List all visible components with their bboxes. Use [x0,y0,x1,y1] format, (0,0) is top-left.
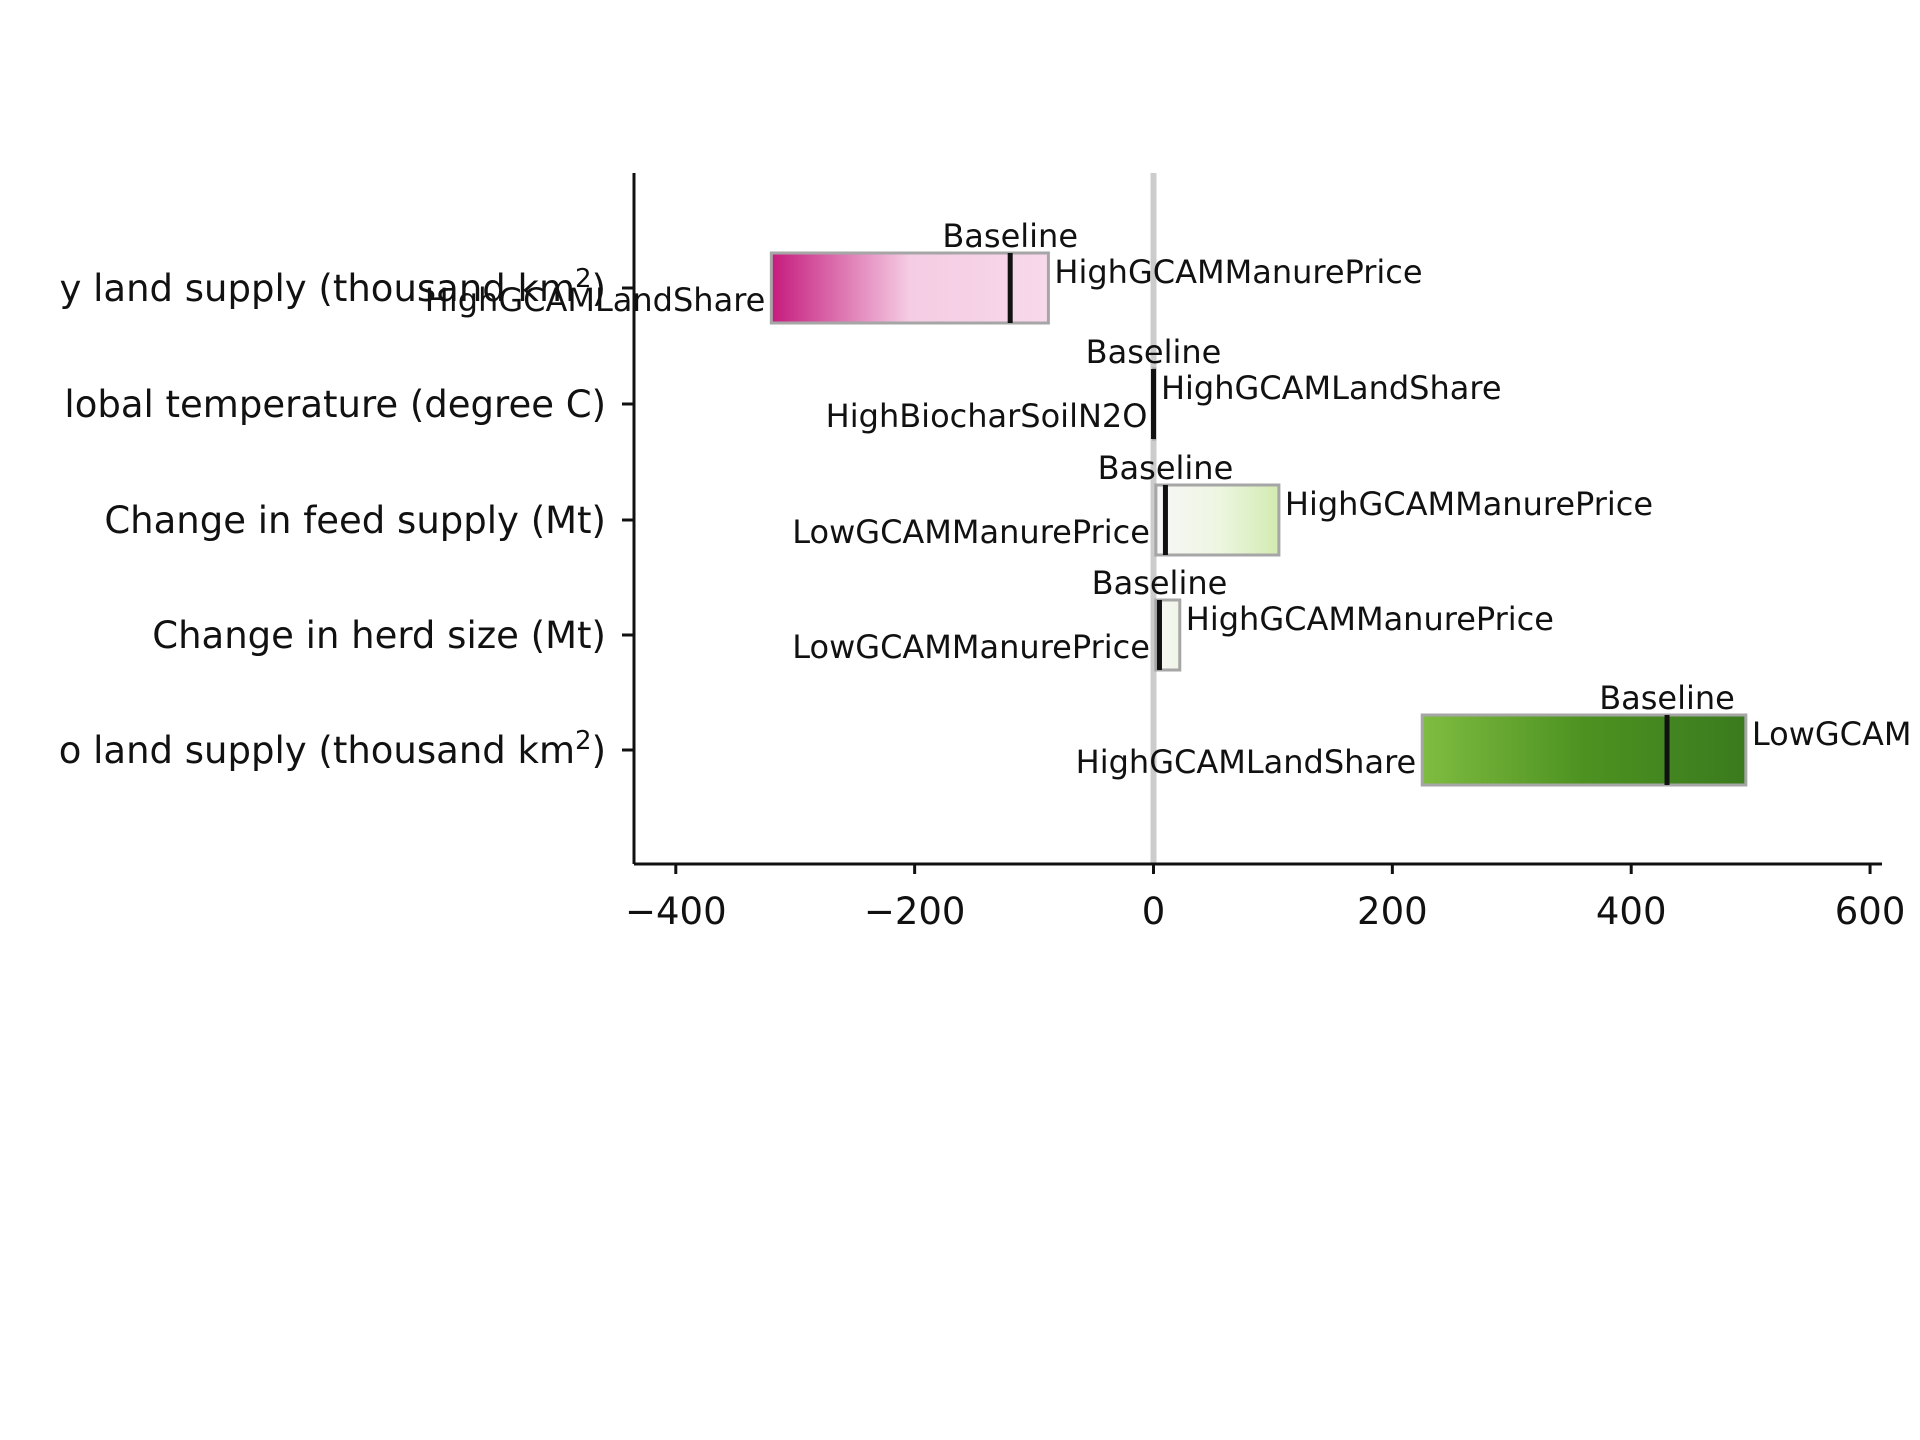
range-bar [769,251,1050,325]
low-end-label: HighGCAMLandShare [1076,743,1417,781]
baseline-label: Baseline [1599,679,1735,717]
high-end-label: HighGCAMManurePrice [1054,253,1422,291]
range-bar [1154,483,1281,557]
x-tick-label: 600 [1835,890,1906,933]
x-tick-label: 200 [1357,890,1428,933]
high-end-label: HighGCAMLandShare [1161,369,1502,407]
x-tick-label: −200 [864,890,966,933]
baseline-label: Baseline [1098,449,1234,487]
baseline-label: Baseline [942,217,1078,255]
category-label: lobal temperature (degree C) [64,383,606,426]
category-label: o land supply (thousand km2) [59,726,606,772]
bars-layer [769,251,1748,787]
y-ticks-layer: y land supply (thousand km2) lobal temper… [59,264,634,772]
high-end-label: HighGCAMManurePrice [1285,485,1653,523]
high-end-label: LowGCAM [1752,715,1912,753]
low-end-label: HighGCAMLandShare [425,281,766,319]
low-end-label: LowGCAMManurePrice [792,513,1150,551]
category-label: Change in herd size (Mt) [152,614,606,657]
x-tick-label: 400 [1596,890,1667,933]
category-label: y land supply (thousand km2) [59,264,606,310]
x-tick-label: −400 [625,890,727,933]
x-tick-label: 0 [1142,890,1166,933]
range-bar [1420,713,1748,787]
bar-labels-layer: BaselineHighGCAMLandShareHighGCAMManureP… [425,217,1912,781]
x-ticks-layer: −400 −200 0 200 400 600 [625,864,1905,933]
high-end-label: HighGCAMManurePrice [1186,600,1554,638]
low-end-label: LowGCAMManurePrice [792,628,1150,666]
low-end-label: HighBiocharSoilN2O [826,397,1148,435]
baseline-label: Baseline [1092,564,1228,602]
baseline-label: Baseline [1086,333,1222,371]
category-label: Change in feed supply (Mt) [104,499,606,542]
